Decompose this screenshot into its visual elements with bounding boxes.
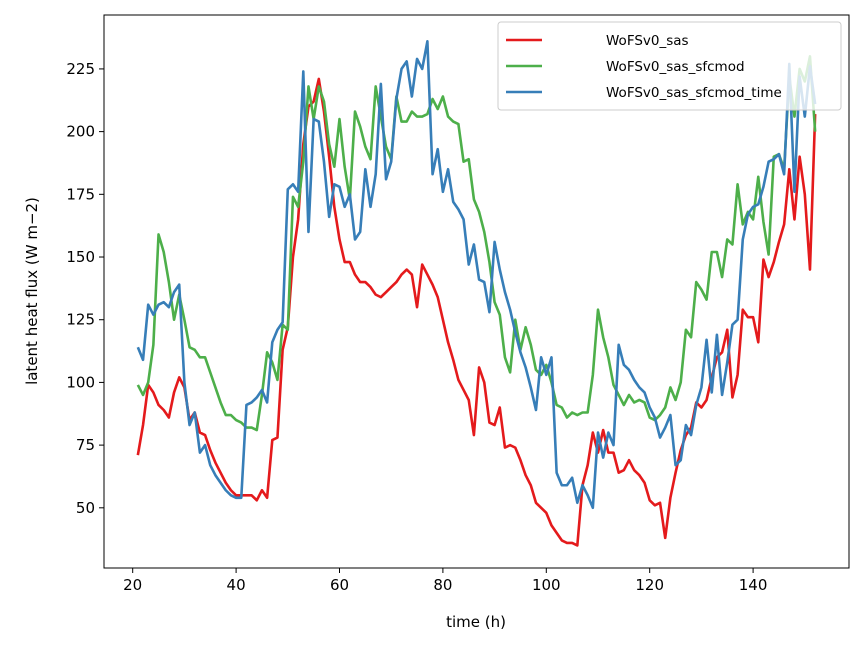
y-tick-label: 125 bbox=[66, 311, 95, 329]
y-tick-label: 100 bbox=[66, 373, 95, 391]
legend-label: WoFSv0_sas_sfcmod_time bbox=[606, 85, 782, 101]
legend-label: WoFSv0_sas bbox=[606, 33, 689, 49]
axes-frame bbox=[103, 14, 850, 569]
y-tick-label: 200 bbox=[66, 123, 95, 141]
x-tick-label: 120 bbox=[635, 576, 664, 594]
line-series bbox=[136, 77, 817, 547]
x-axis-label: time (h) bbox=[446, 613, 506, 631]
y-axis-label: latent heat flux (W m−2) bbox=[23, 197, 41, 385]
x-tick-label: 60 bbox=[330, 576, 349, 594]
y-tick-label: 225 bbox=[66, 60, 95, 78]
legend-label: WoFSv0_sas_sfcmod bbox=[606, 59, 745, 75]
x-tick-label: 80 bbox=[433, 576, 452, 594]
y-tick-label: 75 bbox=[76, 436, 95, 454]
y-tick-label: 175 bbox=[66, 185, 95, 203]
y-tick-label: 50 bbox=[76, 499, 95, 517]
y-tick-label: 150 bbox=[66, 248, 95, 266]
plot-area bbox=[136, 40, 817, 547]
x-tick-label: 100 bbox=[532, 576, 561, 594]
legend: WoFSv0_sas WoFSv0_sas_sfcmod WoFSv0_sas_sf… bbox=[497, 21, 842, 111]
x-tick-label: 140 bbox=[739, 576, 768, 594]
x-tick-label: 40 bbox=[227, 576, 246, 594]
x-tick-label: 20 bbox=[123, 576, 142, 594]
line-series bbox=[136, 40, 817, 510]
line-series bbox=[136, 55, 817, 432]
legend-box bbox=[497, 21, 842, 111]
